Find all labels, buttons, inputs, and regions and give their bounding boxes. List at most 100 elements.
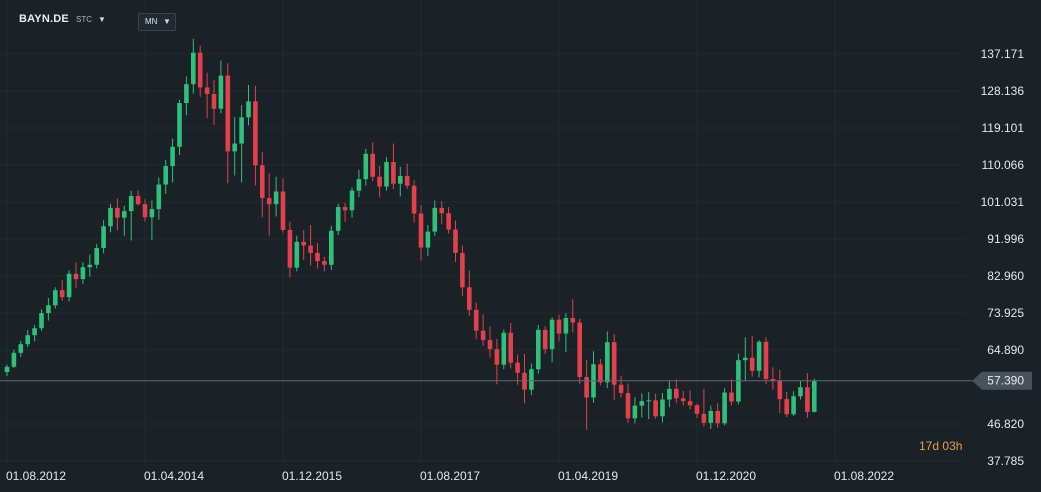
- candle: [108, 203, 113, 233]
- candle: [784, 391, 789, 418]
- candle-body: [294, 241, 300, 268]
- countdown-days: 17: [919, 439, 933, 453]
- candle: [204, 72, 210, 119]
- countdown-hours-unit: h: [955, 439, 963, 453]
- candle-body: [805, 387, 810, 412]
- candle: [632, 397, 638, 424]
- candle-body: [170, 146, 175, 167]
- candle-body: [687, 401, 693, 406]
- candle: [308, 225, 313, 266]
- price-tick-label: 137.171: [981, 47, 1025, 61]
- candle: [674, 379, 679, 404]
- candle: [232, 116, 237, 176]
- candle-body: [791, 396, 796, 415]
- price-tick-label: 82.960: [987, 269, 1024, 283]
- candle: [722, 388, 727, 426]
- candle: [687, 390, 693, 410]
- candle: [605, 331, 610, 389]
- timeframe-selector[interactable]: MN ▼: [138, 13, 176, 31]
- candle-body: [453, 229, 458, 253]
- candle: [32, 324, 37, 342]
- candle: [122, 205, 127, 236]
- candle: [743, 337, 748, 382]
- date-tick-label: 01.08.2012: [6, 469, 66, 483]
- candle: [73, 262, 79, 288]
- candle: [736, 353, 741, 405]
- candle-body: [660, 399, 665, 417]
- candle-body: [743, 357, 748, 361]
- price-axis: 137.171 128.136 119.101 110.066 101.031 91.99…: [981, 47, 1025, 468]
- candle: [135, 190, 141, 206]
- candle-body: [73, 273, 79, 280]
- price-tick-label: 110.066: [982, 158, 1025, 172]
- candle: [87, 254, 93, 277]
- candle: [225, 63, 231, 184]
- candle: [342, 202, 348, 222]
- candle: [80, 262, 86, 285]
- candle-body: [722, 392, 727, 424]
- candle-body: [18, 344, 24, 353]
- candle-body: [156, 184, 162, 210]
- candle: [294, 235, 300, 272]
- candle-body: [80, 267, 86, 280]
- last-price-label: 57.390: [987, 374, 1024, 388]
- candle: [729, 379, 734, 406]
- candle: [411, 180, 417, 223]
- ticker-symbol[interactable]: BAYN.DE: [19, 13, 69, 25]
- candle-body: [501, 332, 507, 365]
- candle: [494, 338, 500, 385]
- candle-body: [784, 399, 789, 415]
- candle-body: [287, 229, 293, 268]
- candle: [639, 393, 645, 418]
- candle-body: [480, 330, 486, 341]
- price-tick-label: 128.136: [981, 84, 1025, 98]
- candle-body: [549, 319, 555, 350]
- candle: [467, 270, 472, 316]
- candle: [480, 314, 486, 346]
- candle-body: [729, 392, 734, 402]
- exchange-selector[interactable]: STC ▼: [76, 15, 106, 24]
- candle-body: [749, 357, 755, 371]
- countdown-hours: 03: [942, 439, 956, 453]
- candle: [694, 403, 700, 418]
- candle-body: [4, 366, 10, 373]
- date-tick-label: 01.08.2017: [420, 469, 480, 483]
- candle-body: [625, 392, 631, 419]
- candle: [487, 326, 493, 358]
- candle-body: [598, 364, 603, 383]
- candle: [425, 225, 431, 256]
- candle: [777, 370, 783, 414]
- candle-body: [66, 273, 72, 298]
- candle-body: [128, 195, 134, 212]
- candle-body: [411, 185, 417, 214]
- candle: [260, 152, 265, 218]
- candle-body: [370, 153, 375, 177]
- date-tick-label: 01.08.2022: [834, 469, 894, 483]
- candle-body: [515, 362, 520, 373]
- candle-body: [584, 376, 589, 398]
- exchange-label: STC: [76, 15, 92, 24]
- candle-body: [404, 175, 410, 186]
- candle: [377, 166, 382, 198]
- candle-body: [87, 264, 93, 268]
- candle: [446, 207, 451, 234]
- candle-body: [363, 153, 369, 180]
- candle: [349, 187, 355, 218]
- candle: [536, 324, 541, 374]
- candle-body: [315, 252, 320, 262]
- candle-body: [122, 211, 127, 218]
- price-tick-label: 73.925: [987, 306, 1024, 320]
- candle: [529, 363, 534, 396]
- candle-body: [694, 405, 700, 414]
- candle-body: [570, 318, 576, 323]
- candle: [556, 314, 562, 342]
- candle: [791, 391, 796, 416]
- candle-body: [135, 195, 141, 205]
- candle-body: [460, 252, 465, 288]
- candle: [515, 354, 520, 385]
- candle-body: [377, 176, 382, 187]
- candle: [618, 375, 624, 398]
- candle: [653, 393, 658, 419]
- candle-body: [674, 388, 679, 399]
